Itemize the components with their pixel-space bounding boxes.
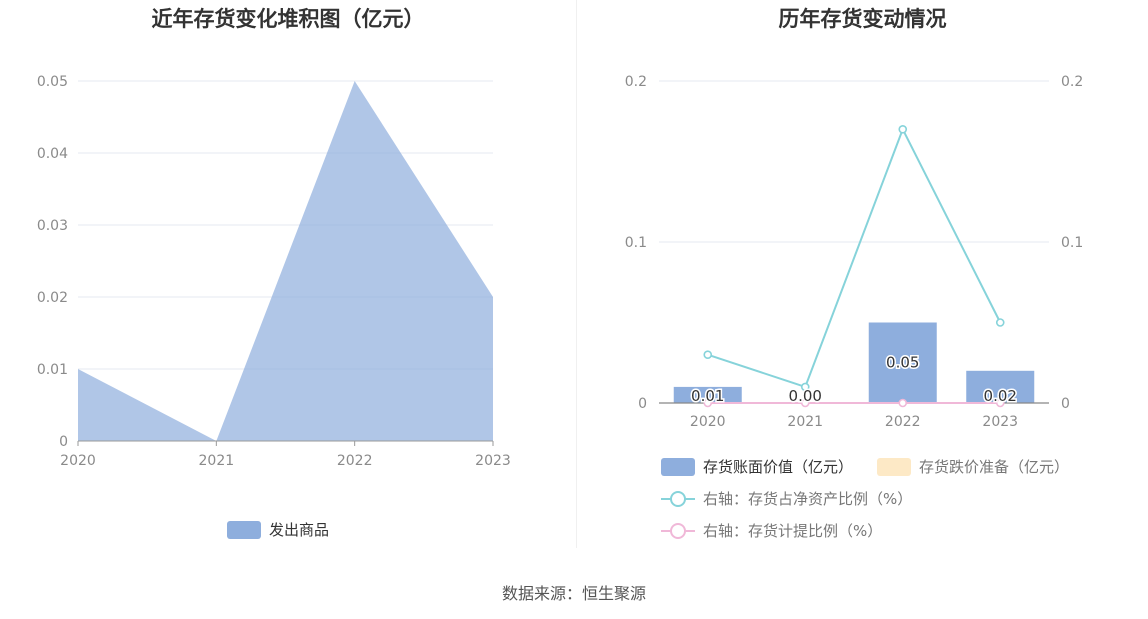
legend-label-book-value: 存货账面价值（亿元）	[703, 458, 854, 476]
point-provision-ratio	[800, 398, 810, 408]
line-net-asset-ratio	[707, 126, 1002, 389]
legend-item-impairment[interactable]: 存货跌价准备（亿元）	[877, 456, 1069, 477]
point-provision-ratio	[995, 398, 1005, 408]
panel-divider	[576, 0, 577, 548]
point-net-asset-ratio	[703, 350, 713, 360]
left-x-tick-label: 2023	[475, 453, 511, 469]
left-legend-item[interactable]: 发出商品	[227, 519, 329, 540]
legend-swatch-impairment	[877, 457, 911, 476]
left-x-tick-label: 2021	[199, 453, 235, 469]
bar-book-value	[673, 386, 742, 403]
right-right-y-tick-label: 0.2	[1061, 74, 1083, 90]
point-net-asset-ratio	[898, 125, 908, 134]
legend-item-book-value[interactable]: 存货账面价值（亿元）	[661, 456, 853, 477]
right-x-tick-label: 2020	[690, 414, 726, 430]
bar-book-value	[966, 370, 1035, 403]
left-y-tick-label: 0	[59, 434, 68, 450]
point-net-asset-ratio	[800, 382, 810, 392]
right-combo-chart: 0 0.1 0.2 0 0.1 0.2 2020 2021 2022 2023 0.01 0.00 0.…	[625, 74, 1084, 430]
legend-label-impairment: 存货跌价准备（亿元）	[919, 458, 1070, 476]
right-left-y-tick-label: 0	[638, 396, 647, 412]
bar-book-value	[868, 322, 937, 403]
legend-label-net-asset-ratio: 右轴：存货占净资产比例（%）	[703, 490, 913, 508]
left-x-tick-label: 2020	[60, 453, 96, 469]
left-y-tick-label: 0.01	[37, 362, 68, 378]
left-chart-title: 近年存货变化堆积图（亿元）	[151, 7, 425, 31]
legend-item-provision-ratio[interactable]: 右轴：存货计提比例（%）	[661, 520, 882, 541]
data-source-note: 数据来源：恒生聚源	[501, 584, 646, 603]
right-left-y-tick-label: 0.2	[625, 74, 647, 90]
right-chart-title: 历年存货变动情况	[778, 7, 947, 31]
right-right-y-tick-label: 0	[1061, 396, 1070, 412]
right-chart-panel: 历年存货变动情况 0 0.1 0.2 0 0.1 0.2 2020 2021 2022 2023 0…	[577, 0, 1148, 555]
legend-swatch-provision-ratio	[661, 522, 695, 540]
legend-swatch-book-value	[661, 457, 695, 476]
left-y-tick-label: 0.05	[37, 74, 68, 90]
left-x-tick-label: 2022	[337, 453, 373, 469]
point-net-asset-ratio	[995, 318, 1005, 327]
right-x-tick-label: 2023	[982, 414, 1018, 430]
left-chart-panel: 近年存货变化堆积图（亿元） 0 0.01 0.02 0.03 0.04 0.05 2020 2…	[0, 0, 576, 555]
legend-swatch-shipped-goods	[227, 520, 261, 539]
right-x-tick-label: 2022	[885, 414, 921, 430]
left-y-tick-label: 0.02	[37, 290, 68, 306]
bar-data-label: 0.00	[789, 387, 822, 405]
left-y-tick-label: 0.04	[37, 146, 68, 162]
right-right-y-tick-label: 0.1	[1061, 235, 1083, 251]
point-provision-ratio	[703, 398, 713, 408]
point-provision-ratio	[898, 398, 908, 408]
bar-data-label: 0.01	[691, 387, 724, 405]
legend-label-provision-ratio: 右轴：存货计提比例（%）	[703, 522, 883, 540]
legend-label-shipped-goods: 发出商品	[269, 521, 330, 539]
legend-swatch-net-asset-ratio	[661, 490, 695, 508]
right-x-tick-label: 2021	[787, 414, 823, 430]
right-left-y-tick-label: 0.1	[625, 235, 647, 251]
left-y-tick-label: 0.03	[37, 218, 68, 234]
bar-data-label: 0.05	[886, 354, 919, 372]
bar-data-label: 0.02	[984, 387, 1017, 405]
left-area-series	[78, 81, 493, 441]
legend-item-net-asset-ratio[interactable]: 右轴：存货占净资产比例（%）	[661, 488, 912, 509]
left-area-chart: 0 0.01 0.02 0.03 0.04 0.05 2020 2021 2022 2023	[37, 74, 511, 469]
